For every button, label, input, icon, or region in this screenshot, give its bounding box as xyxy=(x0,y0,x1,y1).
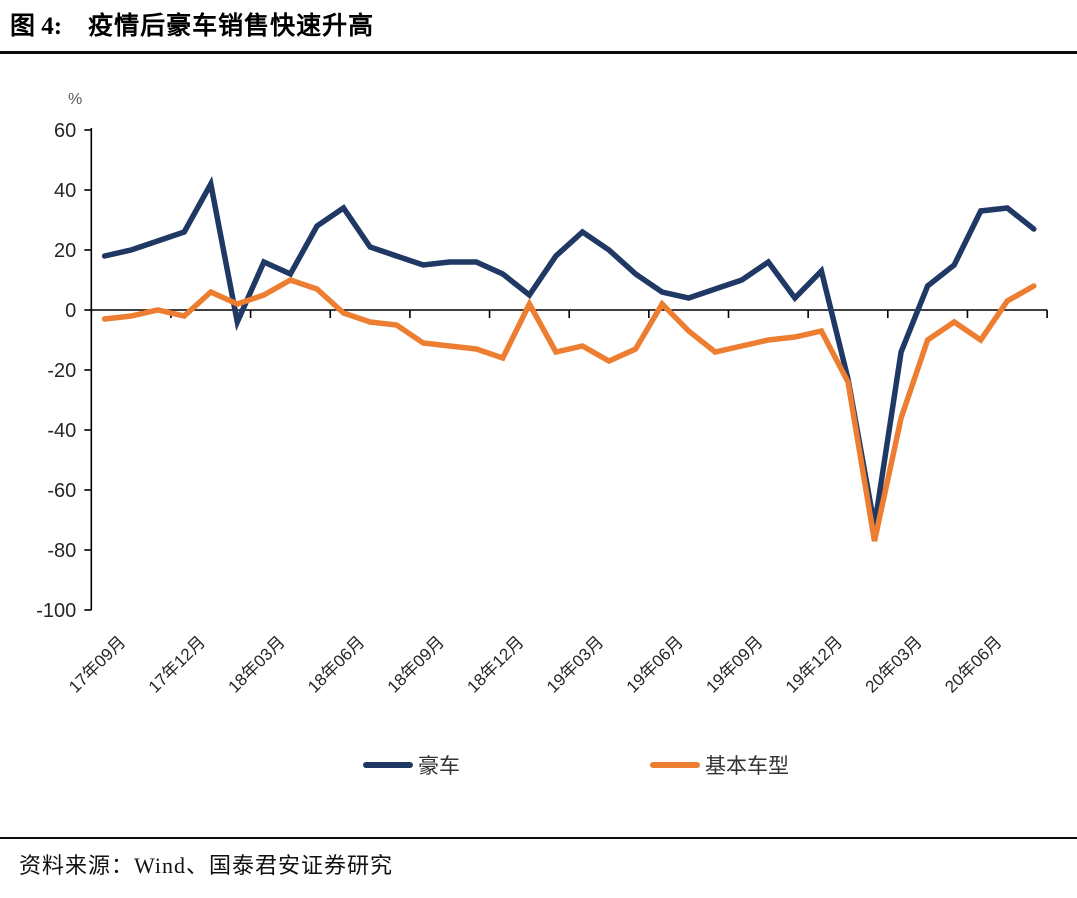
x-axis-tick-label: 18年09月 xyxy=(384,632,448,696)
y-axis-tick-label: -60 xyxy=(47,480,76,502)
figure-title: 图 4: 疫情后豪车销售快速升高 xyxy=(10,6,374,42)
legend-item-luxury: 豪车 xyxy=(363,748,460,782)
footer-divider xyxy=(0,837,1077,839)
x-axis-tick-label: 17年09月 xyxy=(65,632,129,696)
figure-number: 图 4: xyxy=(10,13,63,40)
y-axis-tick-label: 20 xyxy=(54,240,76,262)
x-axis-tick-label: 18年03月 xyxy=(224,632,288,696)
basic-series-swatch xyxy=(650,762,700,768)
source-note: 资料来源：Wind、国泰君安证券研究 xyxy=(19,853,393,878)
x-axis-tick-label: 19年03月 xyxy=(543,632,607,696)
figure-title-text: 疫情后豪车销售快速升高 xyxy=(88,13,375,40)
y-axis-tick-label: 0 xyxy=(65,300,76,322)
series-line-basic xyxy=(101,277,1037,542)
y-axis-tick-label: 40 xyxy=(54,180,76,202)
chart-legend: 豪车 基本车型 xyxy=(0,748,1077,782)
y-axis-unit-label: % xyxy=(68,91,82,108)
x-axis-tick-label: 19年09月 xyxy=(702,632,766,696)
x-axis-tick-label: 19年12月 xyxy=(782,632,846,696)
x-axis-tick-label: 17年12月 xyxy=(145,632,209,696)
y-axis-tick-label: -20 xyxy=(47,360,76,382)
legend-label-luxury: 豪车 xyxy=(418,754,460,778)
x-axis-tick-label: 18年06月 xyxy=(304,632,368,696)
y-axis-tick-label: -80 xyxy=(47,540,76,562)
y-axis-tick-label: -40 xyxy=(47,420,76,442)
x-axis-tick-label: 20年03月 xyxy=(862,632,926,696)
series-line-luxury xyxy=(101,176,1037,527)
legend-item-basic: 基本车型 xyxy=(650,748,789,782)
x-axis-tick-label: 20年06月 xyxy=(941,632,1005,696)
title-underline xyxy=(0,51,1077,54)
y-axis-tick-label: 60 xyxy=(54,120,76,142)
legend-label-basic: 基本车型 xyxy=(705,754,789,778)
x-axis-tick-label: 19年06月 xyxy=(623,632,687,696)
x-axis-tick-label: 18年12月 xyxy=(463,632,527,696)
y-axis-tick-label: -100 xyxy=(36,600,76,622)
luxury-series-swatch xyxy=(363,762,413,768)
